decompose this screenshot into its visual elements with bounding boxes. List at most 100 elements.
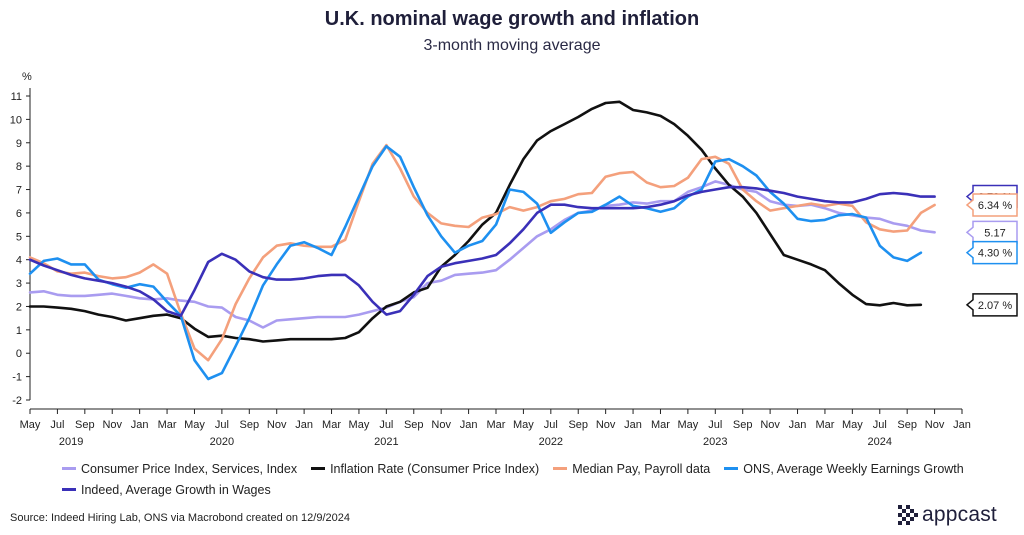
- end-label-text: 5.17: [984, 227, 1005, 239]
- x-axis: May Jul Sep Nov Jan Mar May Jul Sep Nov Jan Mar May J…: [20, 408, 971, 448]
- end-label-box: [965, 193, 1018, 217]
- series-line-0: [28, 180, 936, 329]
- x-tick-label: Mar: [815, 419, 834, 431]
- y-tick-label: 11: [11, 91, 22, 103]
- x-tick-label: Nov: [102, 419, 122, 431]
- x-tick-label: May: [349, 419, 370, 431]
- y-tick-label: 0: [16, 348, 22, 360]
- end-label-2: 5.17: [965, 220, 1018, 245]
- end-label-box: [965, 293, 1018, 317]
- end-label-box: [965, 220, 1018, 245]
- y-tick-label: 6: [16, 208, 22, 220]
- legend-label: Indeed, Average Growth in Wages: [81, 482, 271, 497]
- x-tick-label: May: [513, 419, 534, 431]
- x-tick-label: Mar: [158, 419, 177, 431]
- x-tick-label: Jan: [460, 419, 478, 431]
- x-tick-label: Nov: [760, 419, 780, 431]
- x-tick-label: May: [20, 419, 41, 431]
- series-line-1: [28, 100, 923, 343]
- x-year-label: 2020: [210, 436, 234, 448]
- x-tick-label: Jul: [50, 419, 64, 431]
- legend-item: Consumer Price Index, Services, Index: [62, 462, 297, 476]
- y-tick-label: 1: [16, 325, 22, 337]
- legend-item: Indeed, Average Growth in Wages: [62, 483, 271, 497]
- legend-label: ONS, Average Weekly Earnings Growth: [743, 461, 964, 476]
- series-line-3: [28, 145, 923, 381]
- legend-label: Inflation Rate (Consumer Price Index): [330, 461, 540, 476]
- x-tick-label: Sep: [404, 419, 424, 431]
- legend-swatch: [62, 488, 76, 491]
- legend-item: ONS, Average Weekly Earnings Growth: [724, 461, 964, 476]
- legend: Consumer Price Index, Services, Index Inf…: [62, 458, 1002, 500]
- x-tick-label: Jul: [379, 419, 393, 431]
- legend-row: Indeed, Average Growth in Wages: [62, 479, 1002, 500]
- x-tick-label: Jul: [544, 419, 558, 431]
- legend-label: Consumer Price Index, Services, Index: [81, 461, 298, 476]
- appcast-logo-text: appcast: [922, 503, 997, 526]
- legend-swatch: [724, 467, 739, 470]
- x-year-label: 2023: [703, 436, 727, 448]
- x-tick-label: Jul: [708, 419, 722, 431]
- x-year-label: 2024: [868, 436, 892, 448]
- x-tick-label: Sep: [240, 419, 260, 431]
- y-axis-label: %: [22, 71, 32, 83]
- x-tick-label: Jan: [953, 419, 971, 431]
- y-tick-label: 2: [16, 301, 22, 313]
- source-note: Source: Indeed Hiring Lab, ONS via Macro…: [10, 512, 350, 524]
- chart-subtitle: 3-month moving average: [423, 37, 601, 54]
- x-tick-label: Nov: [267, 419, 287, 431]
- y-tick-label: 5: [16, 231, 22, 243]
- chart-title: U.K. nominal wage growth and inflation: [324, 8, 700, 30]
- x-tick-label: Jan: [624, 419, 642, 431]
- series-line-2: [28, 143, 936, 362]
- legend-row: Consumer Price Index, Services, Index Inf…: [62, 458, 1002, 479]
- appcast-logo-icon: [898, 505, 918, 525]
- series-line-4: [28, 185, 936, 318]
- legend-swatch: [553, 467, 568, 470]
- y-axis: -2 -1 0 1 2 3 4 5 6 7 8 9 10 11: [10, 88, 31, 407]
- x-tick-label: Mar: [487, 419, 506, 431]
- x-tick-label: Jan: [789, 419, 807, 431]
- series-layer: [28, 100, 936, 381]
- x-tick-label: Sep: [75, 419, 95, 431]
- y-tick-label: -2: [12, 395, 22, 407]
- legend-swatch: [62, 467, 76, 470]
- x-year-label: 2022: [539, 436, 563, 448]
- y-tick-label: -1: [12, 372, 22, 384]
- x-tick-label: May: [842, 419, 863, 431]
- y-tick-label: 8: [16, 161, 22, 173]
- y-tick-label: 4: [16, 255, 22, 267]
- end-label-text: 6.34 %: [978, 200, 1012, 212]
- end-label-text: 4.30 %: [978, 248, 1012, 260]
- y-tick-label: 10: [10, 114, 22, 126]
- x-tick-label: May: [677, 419, 698, 431]
- x-tick-label: Jan: [131, 419, 149, 431]
- x-tick-label: Nov: [925, 419, 945, 431]
- x-year-label: 2021: [374, 436, 398, 448]
- end-label-4: 2.07 %: [965, 293, 1018, 317]
- end-label-box: [965, 240, 1018, 265]
- x-tick-label: Jul: [873, 419, 887, 431]
- x-tick-label: Mar: [651, 419, 670, 431]
- end-label-text: 2.07 %: [978, 300, 1012, 312]
- x-tick-label: Jul: [215, 419, 229, 431]
- legend-swatch: [311, 467, 326, 470]
- end-labels: 6.70 %6.34 %5.174.30 %2.07 %: [965, 184, 1018, 317]
- end-label-3: 4.30 %: [965, 240, 1018, 265]
- appcast-logo: appcast: [898, 503, 997, 527]
- y-tick-label: 9: [16, 138, 22, 150]
- end-label-1: 6.34 %: [965, 193, 1018, 217]
- x-tick-label: May: [184, 419, 205, 431]
- x-tick-label: Sep: [568, 419, 588, 431]
- x-tick-label: Nov: [431, 419, 451, 431]
- y-tick-label: 3: [16, 278, 22, 290]
- x-year-label: 2019: [59, 436, 83, 448]
- x-tick-label: Jan: [295, 419, 313, 431]
- y-tick-label: 7: [16, 185, 22, 197]
- legend-label: Median Pay, Payroll data: [572, 461, 711, 476]
- legend-item: Inflation Rate (Consumer Price Index): [311, 462, 539, 476]
- x-tick-label: Sep: [897, 419, 917, 431]
- x-tick-label: Mar: [322, 419, 341, 431]
- x-tick-label: Sep: [733, 419, 753, 431]
